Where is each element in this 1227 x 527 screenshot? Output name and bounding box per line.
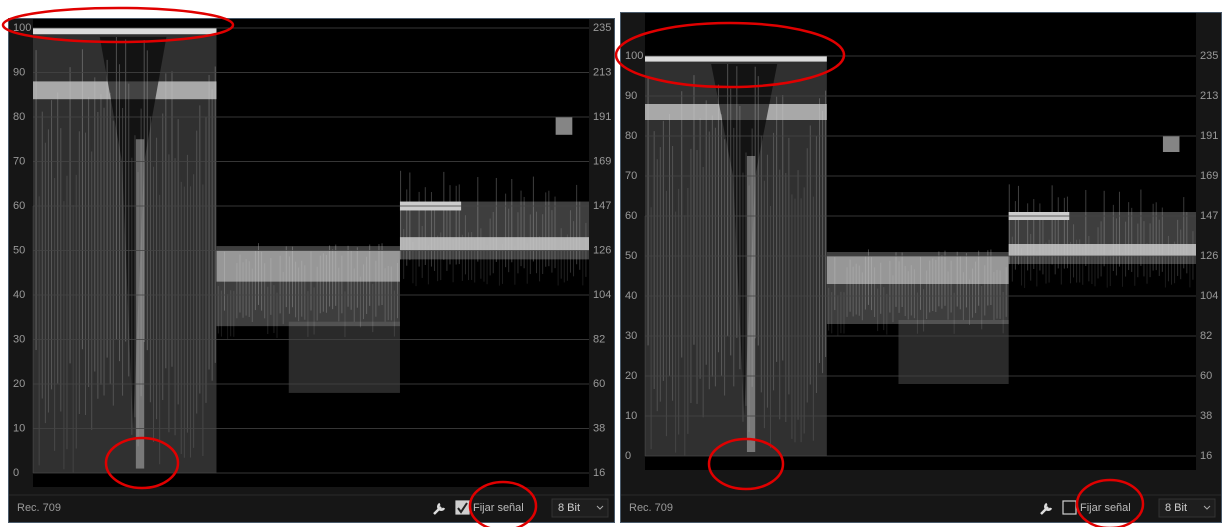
left-scale-label: 80 (13, 111, 25, 123)
right-scale-label: 235 (1200, 50, 1218, 62)
left-scale-label: 60 (13, 200, 25, 212)
right-scale-label: 104 (593, 289, 611, 301)
left-scale-label: 30 (625, 330, 637, 342)
right-scale-label: 38 (1200, 410, 1212, 422)
right-scale-label: 60 (1200, 370, 1212, 382)
right-scale-label: 82 (593, 333, 605, 345)
right-scale-label: 147 (1200, 210, 1218, 222)
left-scale-label: 10 (13, 422, 25, 434)
trace-block (289, 322, 400, 393)
left-scale-label: 0 (13, 467, 19, 479)
right-scale-label: 213 (1200, 90, 1218, 102)
right-scale-label: 60 (593, 378, 605, 390)
trace-block (645, 56, 827, 62)
trace-block (216, 251, 399, 282)
left-scale-label: 60 (625, 210, 637, 222)
lock-checkbox[interactable] (456, 501, 469, 514)
trace-block (136, 139, 144, 468)
right-scale-label: 169 (1200, 170, 1218, 182)
trace-block (827, 256, 1009, 284)
bit-depth-value: 8 Bit (558, 502, 580, 514)
right-scale-label: 16 (1200, 450, 1212, 462)
page: {"panels": [ {"left_scale": [100, 90, 80… (0, 0, 1227, 527)
right-scale-label: 82 (1200, 330, 1212, 342)
left-scale-label: 20 (13, 378, 25, 390)
left-scale-label: 40 (13, 289, 25, 301)
left-scale-label: 100 (13, 22, 31, 34)
lock-checkbox[interactable] (1063, 501, 1076, 514)
trace-block (1163, 136, 1180, 152)
wrench-icon (434, 504, 444, 514)
right-scale-label: 104 (1200, 290, 1218, 302)
left-scale-label: 90 (625, 90, 637, 102)
left-scale-label: 50 (13, 244, 25, 256)
left-scale-label: 70 (13, 155, 25, 167)
right-scale-label: 191 (1200, 130, 1218, 142)
right-scale-label: 16 (593, 467, 605, 479)
left-scale-label: 80 (625, 130, 637, 142)
left-scale-label: 70 (625, 170, 637, 182)
bit-depth-value: 8 Bit (1165, 502, 1187, 514)
right-scale-label: 38 (593, 422, 605, 434)
left-scale-label: 0 (625, 450, 631, 462)
right-scale-label: 213 (593, 66, 611, 78)
left-scale-label: 30 (13, 333, 25, 345)
right-scale-label: 126 (1200, 250, 1218, 262)
wrench-icon (1041, 504, 1051, 514)
lock-label: Fijar señal (1080, 502, 1131, 514)
lock-label: Fijar señal (473, 502, 524, 514)
right-scale-label: 126 (593, 244, 611, 256)
right-scale-label: 147 (593, 200, 611, 212)
left-scale-label: 20 (625, 370, 637, 382)
trace-block (33, 28, 216, 34)
trace-block (747, 156, 755, 452)
right-scale-label: 235 (593, 22, 611, 34)
left-scale-label: 40 (625, 290, 637, 302)
status-label: Rec. 709 (629, 502, 673, 514)
left-scale-label: 10 (625, 410, 637, 422)
left-scale-label: 100 (625, 50, 643, 62)
trace-block (556, 117, 573, 135)
trace-block (898, 320, 1008, 384)
right-scale-label: 191 (593, 111, 611, 123)
status-label: Rec. 709 (17, 502, 61, 514)
right-scale-label: 169 (593, 155, 611, 167)
left-scale-label: 50 (625, 250, 637, 262)
left-scale-label: 90 (13, 66, 25, 78)
